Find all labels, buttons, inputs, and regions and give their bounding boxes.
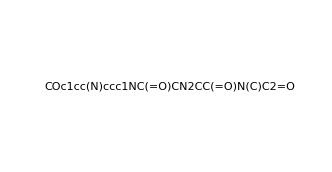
Text: COc1cc(N)ccc1NC(=O)CN2CC(=O)N(C)C2=O: COc1cc(N)ccc1NC(=O)CN2CC(=O)N(C)C2=O [45,82,295,92]
